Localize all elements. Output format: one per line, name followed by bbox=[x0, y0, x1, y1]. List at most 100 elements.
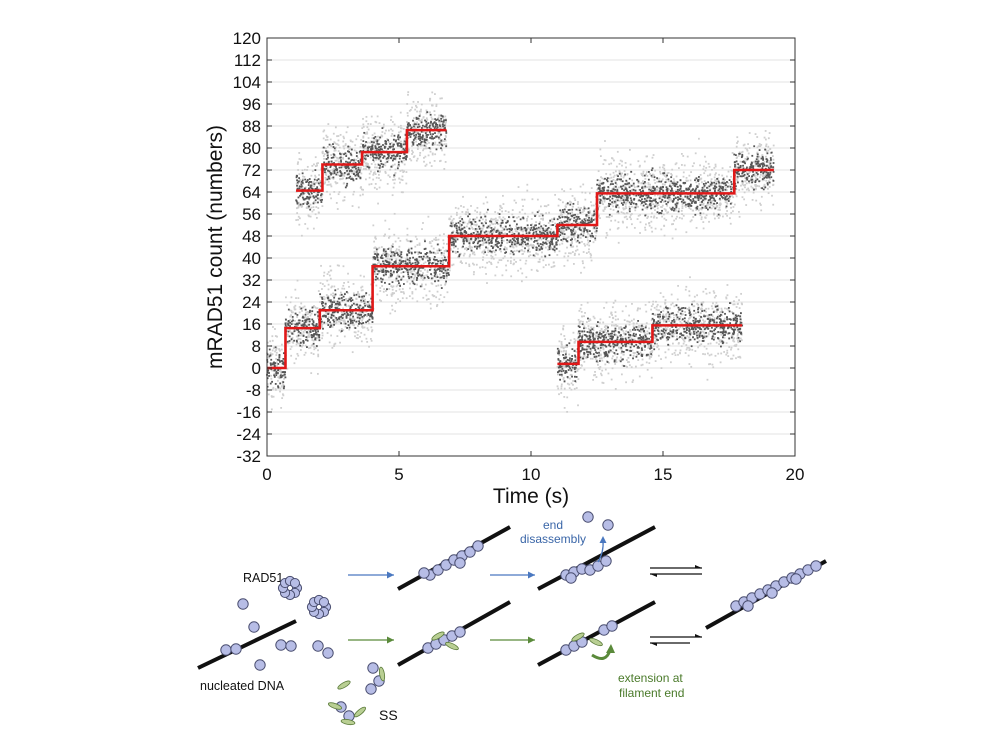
raw-point bbox=[772, 158, 775, 161]
raw-point bbox=[719, 209, 721, 211]
filtered-point bbox=[491, 233, 494, 236]
raw-point bbox=[747, 176, 749, 179]
filtered-point bbox=[542, 229, 545, 232]
raw-point bbox=[509, 252, 512, 255]
filtered-point bbox=[750, 163, 753, 165]
filtered-point bbox=[647, 196, 650, 198]
raw-point bbox=[690, 219, 693, 222]
raw-point bbox=[459, 224, 461, 226]
raw-point bbox=[637, 160, 640, 163]
filtered-point bbox=[569, 244, 572, 247]
raw-point bbox=[622, 221, 624, 224]
filtered-point bbox=[396, 270, 398, 273]
filtered-point bbox=[374, 263, 376, 266]
filtered-point bbox=[644, 203, 647, 205]
filtered-point bbox=[312, 321, 315, 324]
raw-point bbox=[299, 340, 302, 343]
filtered-point bbox=[360, 313, 363, 316]
raw-point bbox=[307, 312, 310, 315]
raw-point bbox=[763, 178, 765, 181]
filtered-point bbox=[330, 324, 332, 327]
raw-point bbox=[387, 236, 390, 239]
filtered-point bbox=[308, 318, 311, 321]
raw-point bbox=[621, 220, 624, 223]
filtered-point bbox=[622, 184, 625, 187]
raw-point bbox=[750, 177, 752, 180]
raw-point bbox=[306, 313, 309, 316]
raw-point bbox=[705, 204, 708, 207]
raw-point bbox=[466, 208, 469, 211]
raw-point bbox=[358, 315, 361, 317]
filtered-point bbox=[381, 270, 384, 273]
raw-point bbox=[373, 250, 376, 253]
raw-point bbox=[651, 176, 654, 178]
filtered-point bbox=[565, 239, 568, 242]
filtered-point bbox=[302, 334, 305, 337]
filtered-point bbox=[696, 194, 699, 197]
raw-point bbox=[616, 150, 619, 153]
raw-point bbox=[282, 383, 285, 386]
filtered-point bbox=[662, 189, 664, 192]
raw-point bbox=[682, 200, 685, 203]
raw-point bbox=[391, 292, 394, 294]
raw-point bbox=[524, 212, 526, 215]
filtered-point bbox=[760, 170, 763, 173]
raw-point bbox=[718, 173, 720, 176]
filtered-point bbox=[458, 255, 461, 258]
filtered-point bbox=[377, 253, 380, 256]
raw-point bbox=[488, 232, 491, 234]
filtered-point bbox=[762, 159, 765, 161]
raw-point bbox=[616, 187, 619, 190]
raw-point bbox=[686, 155, 689, 158]
filtered-point bbox=[283, 373, 286, 376]
filtered-point bbox=[394, 260, 397, 263]
raw-point bbox=[554, 222, 557, 225]
raw-point bbox=[443, 271, 446, 274]
raw-point bbox=[532, 244, 535, 246]
filtered-point bbox=[710, 181, 713, 184]
filtered-point bbox=[599, 202, 601, 205]
filtered-point bbox=[654, 187, 656, 190]
filtered-point bbox=[349, 322, 352, 324]
raw-point bbox=[713, 167, 716, 169]
raw-point bbox=[707, 200, 710, 203]
filtered-point bbox=[453, 238, 456, 241]
filtered-point bbox=[490, 245, 493, 247]
raw-point bbox=[402, 291, 405, 293]
filtered-point bbox=[526, 242, 529, 245]
raw-point bbox=[320, 264, 322, 267]
filtered-point bbox=[416, 276, 418, 279]
filtered-point bbox=[699, 204, 702, 206]
raw-point bbox=[450, 221, 453, 223]
raw-point bbox=[681, 197, 683, 200]
raw-point bbox=[272, 365, 275, 367]
filtered-point bbox=[674, 203, 677, 206]
filtered-point bbox=[598, 184, 600, 187]
filtered-point bbox=[363, 314, 366, 317]
filtered-point bbox=[640, 194, 643, 197]
raw-point bbox=[481, 227, 484, 230]
raw-point bbox=[609, 180, 612, 183]
filtered-point bbox=[684, 195, 687, 198]
filtered-point bbox=[649, 203, 652, 205]
filtered-point bbox=[452, 238, 455, 241]
filtered-point bbox=[456, 229, 458, 232]
filtered-point bbox=[680, 190, 683, 193]
filtered-point bbox=[536, 242, 539, 245]
filtered-point bbox=[376, 256, 379, 259]
raw-point bbox=[613, 174, 616, 177]
raw-point bbox=[295, 343, 298, 346]
raw-point bbox=[296, 352, 299, 355]
raw-point bbox=[340, 328, 343, 330]
raw-point bbox=[612, 202, 615, 205]
filtered-point bbox=[349, 298, 351, 301]
raw-point bbox=[722, 177, 725, 179]
filtered-point bbox=[721, 195, 723, 198]
raw-point bbox=[524, 262, 527, 265]
filtered-point bbox=[400, 260, 403, 263]
raw-point bbox=[623, 174, 626, 177]
raw-point bbox=[270, 377, 273, 380]
raw-point bbox=[663, 208, 666, 210]
raw-point bbox=[603, 200, 606, 203]
raw-point bbox=[626, 226, 628, 229]
